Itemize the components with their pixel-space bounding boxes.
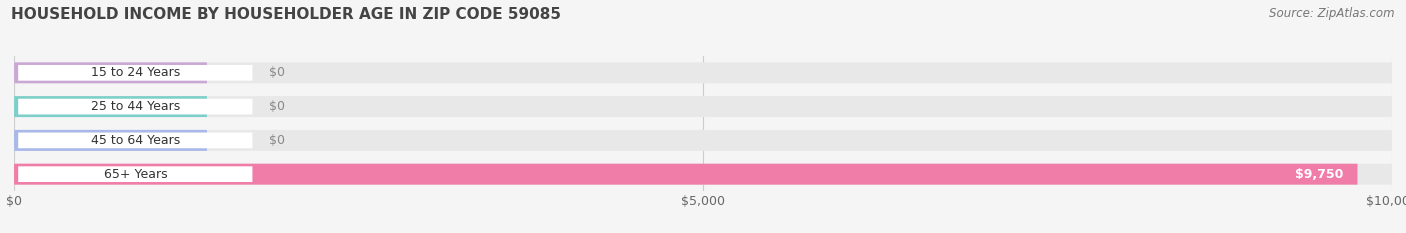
- FancyBboxPatch shape: [14, 62, 207, 83]
- FancyBboxPatch shape: [14, 164, 1358, 185]
- FancyBboxPatch shape: [14, 164, 1392, 185]
- Text: 65+ Years: 65+ Years: [104, 168, 167, 181]
- FancyBboxPatch shape: [18, 133, 253, 148]
- Text: $0: $0: [269, 134, 285, 147]
- Text: 25 to 44 Years: 25 to 44 Years: [91, 100, 180, 113]
- Text: 15 to 24 Years: 15 to 24 Years: [91, 66, 180, 79]
- Text: Source: ZipAtlas.com: Source: ZipAtlas.com: [1270, 7, 1395, 20]
- Text: HOUSEHOLD INCOME BY HOUSEHOLDER AGE IN ZIP CODE 59085: HOUSEHOLD INCOME BY HOUSEHOLDER AGE IN Z…: [11, 7, 561, 22]
- Text: $0: $0: [269, 100, 285, 113]
- FancyBboxPatch shape: [14, 96, 1392, 117]
- FancyBboxPatch shape: [18, 65, 253, 81]
- FancyBboxPatch shape: [14, 130, 1392, 151]
- FancyBboxPatch shape: [14, 62, 1392, 83]
- FancyBboxPatch shape: [14, 130, 207, 151]
- FancyBboxPatch shape: [18, 166, 253, 182]
- FancyBboxPatch shape: [14, 96, 207, 117]
- FancyBboxPatch shape: [18, 99, 253, 114]
- Text: $0: $0: [269, 66, 285, 79]
- Text: $9,750: $9,750: [1295, 168, 1344, 181]
- Text: 45 to 64 Years: 45 to 64 Years: [91, 134, 180, 147]
